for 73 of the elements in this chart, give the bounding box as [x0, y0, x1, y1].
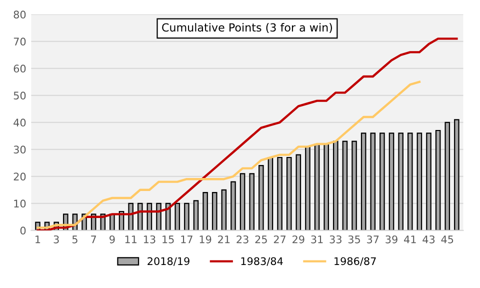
bar — [388, 132, 394, 230]
bar — [137, 202, 143, 230]
x-tick-label: 21 — [218, 235, 230, 244]
y-tick-label: 30 — [14, 146, 26, 154]
x-tick-label: 35 — [348, 235, 360, 244]
bar — [230, 181, 236, 230]
y-tick-label: 20 — [14, 172, 26, 181]
bar — [398, 132, 404, 230]
bar — [193, 200, 199, 230]
x-tick-label: 29 — [292, 235, 304, 244]
bar — [296, 154, 302, 230]
x-tick-label: 37 — [367, 235, 379, 244]
x-tick-label: 23 — [236, 235, 248, 244]
bar — [184, 202, 190, 230]
bar — [221, 189, 227, 230]
bar — [370, 132, 376, 230]
x-tick-label: 45 — [441, 236, 454, 244]
x-tick-label: 41 — [404, 236, 416, 244]
y-tick-label: 50 — [14, 92, 26, 100]
x-tick-label: 9 — [110, 235, 115, 244]
legend-label: 1983/84 — [241, 257, 283, 266]
bar — [342, 140, 348, 230]
line-series — [36, 80, 421, 229]
y-tick-label: 0 — [20, 226, 26, 235]
y-tick-label: 70 — [14, 38, 26, 46]
x-tick-label: 31 — [311, 235, 323, 244]
bar — [380, 132, 385, 230]
bar — [156, 202, 162, 230]
bar — [110, 214, 115, 230]
y-tick-label: 80 — [14, 10, 26, 19]
bar — [268, 156, 274, 230]
bar — [174, 202, 180, 230]
x-tick-label: 27 — [274, 235, 286, 244]
bar — [286, 156, 292, 230]
bar — [426, 132, 432, 230]
bar — [277, 156, 282, 230]
bar — [435, 130, 441, 230]
bar — [352, 140, 357, 230]
x-tick-label: 1 — [36, 236, 40, 244]
y-tick-label: 10 — [14, 200, 26, 208]
bar — [240, 173, 246, 230]
text: Cumulative Points (3 for a win) — [162, 23, 332, 33]
y-tick-label: 60 — [14, 64, 26, 73]
x-tick-label: 33 — [330, 235, 342, 244]
x-tick-label: 17 — [181, 236, 192, 244]
x-tick-label: 15 — [162, 236, 174, 244]
line-series — [36, 38, 458, 230]
bar — [305, 146, 310, 230]
x-tick-label: 39 — [386, 235, 398, 244]
bar — [128, 202, 134, 230]
bar — [324, 143, 329, 230]
x-tick-label: 3 — [54, 235, 59, 244]
bar — [314, 143, 320, 230]
bar — [202, 192, 208, 230]
bar — [444, 122, 450, 230]
bar — [360, 132, 366, 230]
legend-label: 1986/87 — [334, 257, 376, 266]
bar — [333, 140, 338, 230]
bar — [212, 192, 218, 230]
bar — [258, 165, 264, 230]
bar — [249, 173, 255, 230]
bar — [416, 132, 422, 230]
x-tick-label: 19 — [200, 235, 212, 244]
x-tick-label: 13 — [144, 235, 156, 244]
x-tick-label: 5 — [72, 236, 78, 244]
bar — [454, 119, 460, 230]
x-tick-label: 11 — [125, 236, 136, 244]
x-tick-label: 25 — [255, 235, 267, 244]
bar — [407, 132, 413, 230]
legend-label: 2018/19 — [148, 257, 190, 266]
x-tick-label: 7 — [91, 236, 96, 244]
y-tick-label: 40 — [14, 118, 26, 127]
x-tick-label: 43 — [422, 235, 435, 244]
